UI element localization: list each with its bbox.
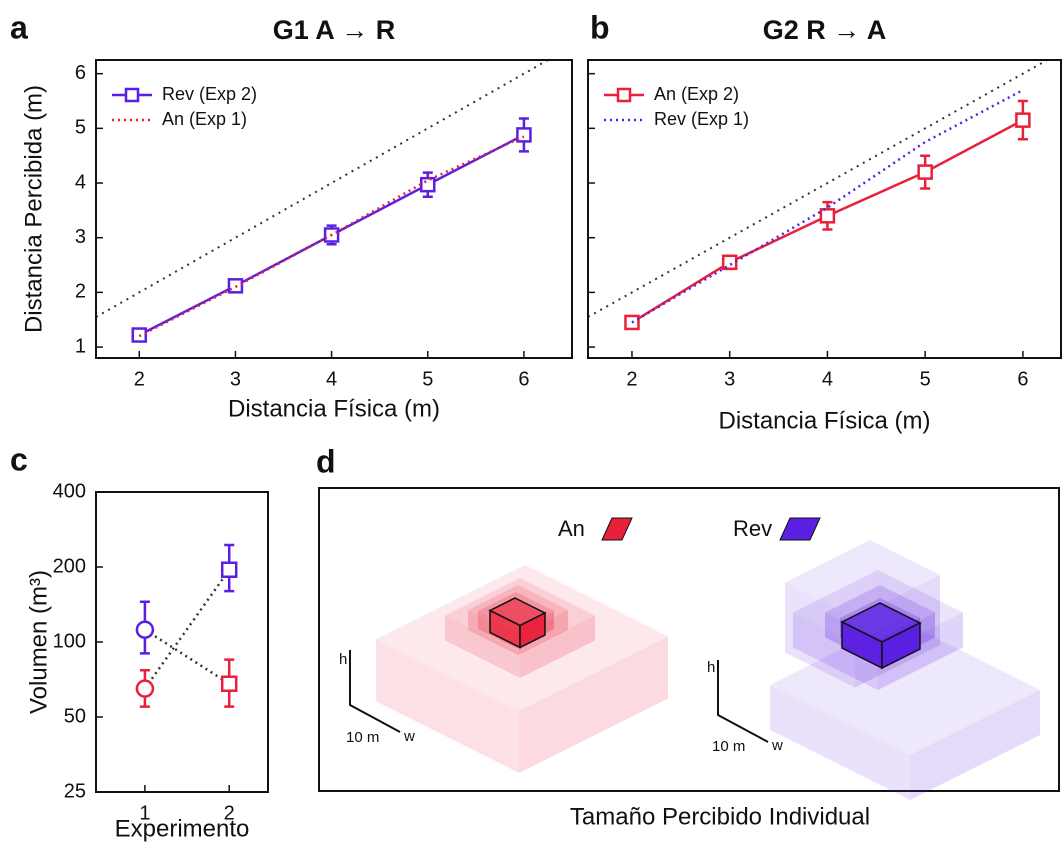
box-face	[881, 621, 921, 670]
box-face	[445, 615, 520, 678]
legend-label: An	[558, 516, 585, 541]
legend-label: An (Exp 2)	[654, 84, 739, 104]
axes-frame	[587, 59, 1062, 359]
box-face	[519, 611, 546, 649]
marker	[1015, 112, 1031, 128]
axes-frame	[95, 59, 573, 359]
marker	[135, 679, 155, 698]
x-tick-label: 4	[822, 368, 833, 390]
axis-label: h	[339, 651, 347, 668]
marker	[819, 208, 836, 224]
legend-marker	[616, 87, 632, 103]
panel-letter: d	[316, 443, 336, 479]
x-tick-label: 6	[518, 368, 529, 390]
x-tick-label: 2	[134, 368, 145, 390]
legend-marker	[124, 87, 140, 103]
panel-letter: c	[10, 441, 28, 477]
axes-frame	[95, 491, 269, 793]
box-face	[785, 582, 855, 688]
legend-swatch	[601, 517, 633, 541]
marker	[516, 127, 532, 143]
y-tick-label: 25	[64, 780, 86, 802]
y-axis-label: Volumen (m³)	[25, 570, 52, 714]
panel-letter: a	[10, 9, 28, 45]
x-tick-label: 2	[224, 802, 235, 824]
x-tick-label: 4	[326, 368, 337, 390]
series-line	[138, 135, 525, 338]
box-face	[519, 636, 668, 773]
scale-label: 10 m	[346, 729, 379, 746]
x-axis-label: Distancia Física (m)	[228, 395, 440, 422]
marker	[917, 164, 933, 180]
legend-label: Rev (Exp 1)	[654, 109, 749, 129]
x-tick-label: 3	[724, 368, 735, 390]
y-tick-label: 1	[75, 335, 86, 357]
x-tick-label: 1	[139, 802, 150, 824]
y-tick-label: 400	[53, 480, 86, 502]
x-axis-label: Distancia Física (m)	[718, 407, 930, 434]
x-tick-label: 5	[422, 368, 433, 390]
panel-frame	[318, 487, 1060, 792]
y-tick-label: 200	[53, 555, 86, 577]
chart-title: G2 R → A	[763, 15, 887, 45]
y-tick-label: 5	[75, 117, 86, 139]
box-face	[793, 612, 878, 690]
axis-label: w	[403, 728, 415, 745]
identity-line	[96, 60, 549, 318]
box-face	[376, 639, 519, 773]
x-tick-label: 2	[626, 368, 637, 390]
x-tick-label: 5	[920, 368, 931, 390]
panel-letter: b	[590, 9, 610, 45]
marker	[220, 561, 238, 578]
legend-label: An (Exp 1)	[162, 109, 247, 129]
legend-label: Rev	[733, 516, 772, 541]
volume-boxes	[376, 540, 1040, 800]
box-face	[770, 685, 910, 800]
marker	[135, 620, 155, 639]
panel-d: d An Rev h 10 m w h 10 m w Tamaño Percib…	[316, 443, 1060, 830]
y-tick-label: 4	[75, 171, 86, 193]
chart-title: G1 A → R	[273, 15, 396, 45]
box-face	[770, 620, 1040, 755]
scale-axes	[717, 660, 769, 743]
series-line	[144, 628, 230, 685]
box-face	[878, 612, 963, 690]
x-tick-label: 3	[230, 368, 241, 390]
scale-axes	[349, 650, 401, 733]
y-tick-label: 2	[75, 281, 86, 303]
series-line	[143, 569, 231, 690]
box-face	[785, 540, 940, 618]
x-tick-label: 6	[1017, 368, 1028, 390]
y-tick-label: 100	[53, 630, 86, 652]
panel-title: Tamaño Percibido Individual	[570, 803, 870, 830]
axis-label: h	[707, 659, 715, 676]
y-tick-label: 50	[64, 705, 86, 727]
box-face	[520, 615, 595, 678]
legend-label: Rev (Exp 2)	[162, 84, 257, 104]
plot-area	[96, 60, 549, 318]
x-axis-label: Experimento	[115, 815, 250, 842]
y-tick-label: 6	[75, 62, 86, 84]
scale-label: 10 m	[712, 738, 745, 755]
marker	[420, 176, 436, 193]
y-tick-label: 3	[75, 226, 86, 248]
legend-swatch	[779, 517, 821, 541]
box-face	[910, 690, 1040, 800]
marker	[220, 675, 238, 692]
y-axis-label: Distancia Percibida (m)	[20, 85, 47, 333]
axis-label: w	[771, 737, 783, 754]
